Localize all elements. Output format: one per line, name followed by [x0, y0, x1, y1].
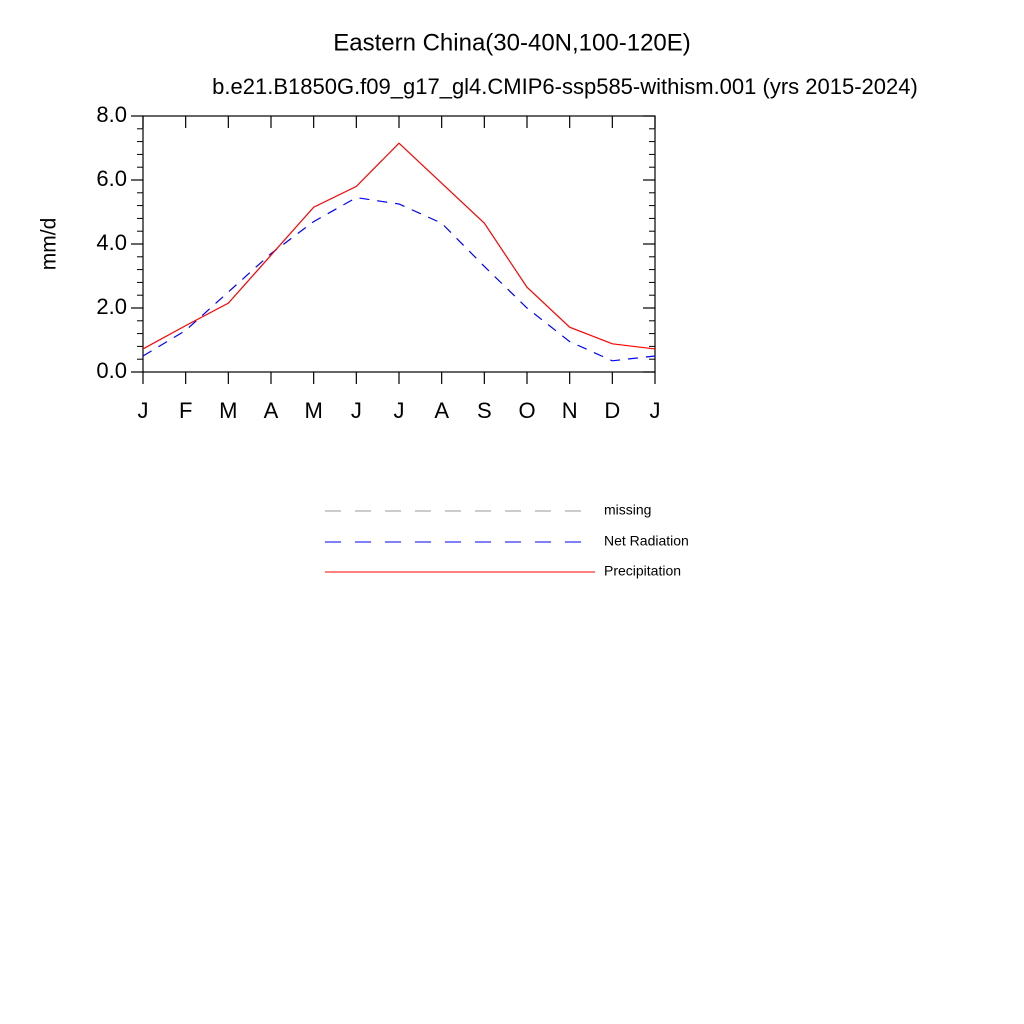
y-axis-label: mm/d: [38, 218, 61, 271]
series-line: [142, 196, 656, 362]
y-tick-label: 6.0: [96, 166, 127, 191]
x-tick-label: F: [179, 398, 192, 423]
y-tick-label: 4.0: [96, 230, 127, 255]
x-tick-label: J: [351, 398, 362, 423]
x-tick-label: S: [477, 398, 492, 423]
x-tick-label: A: [264, 398, 279, 423]
x-tick-label: J: [138, 398, 149, 423]
y-tick-label: 0.0: [96, 358, 127, 383]
plot-frame: [142, 115, 656, 373]
legend-label: missing: [604, 502, 651, 518]
legend-label: Net Radiation: [604, 533, 689, 549]
chart-title: Eastern China(30-40N,100-120E): [333, 29, 691, 56]
y-tick-label: 2.0: [96, 294, 127, 319]
x-tick-label: D: [604, 398, 620, 423]
x-tick-label: N: [562, 398, 578, 423]
series-line: [142, 142, 656, 350]
chart-subtitle: b.e21.B1850G.f09_g17_gl4.CMIP6-ssp585-wi…: [212, 74, 918, 99]
legend-label: Precipitation: [604, 563, 681, 579]
x-tick-label: M: [219, 398, 237, 423]
y-tick-label: 8.0: [96, 102, 127, 127]
x-tick-label: A: [434, 398, 449, 423]
x-tick-label: O: [518, 398, 535, 423]
x-tick-label: J: [394, 398, 405, 423]
x-tick-label: M: [305, 398, 323, 423]
x-tick-label: J: [650, 398, 661, 423]
